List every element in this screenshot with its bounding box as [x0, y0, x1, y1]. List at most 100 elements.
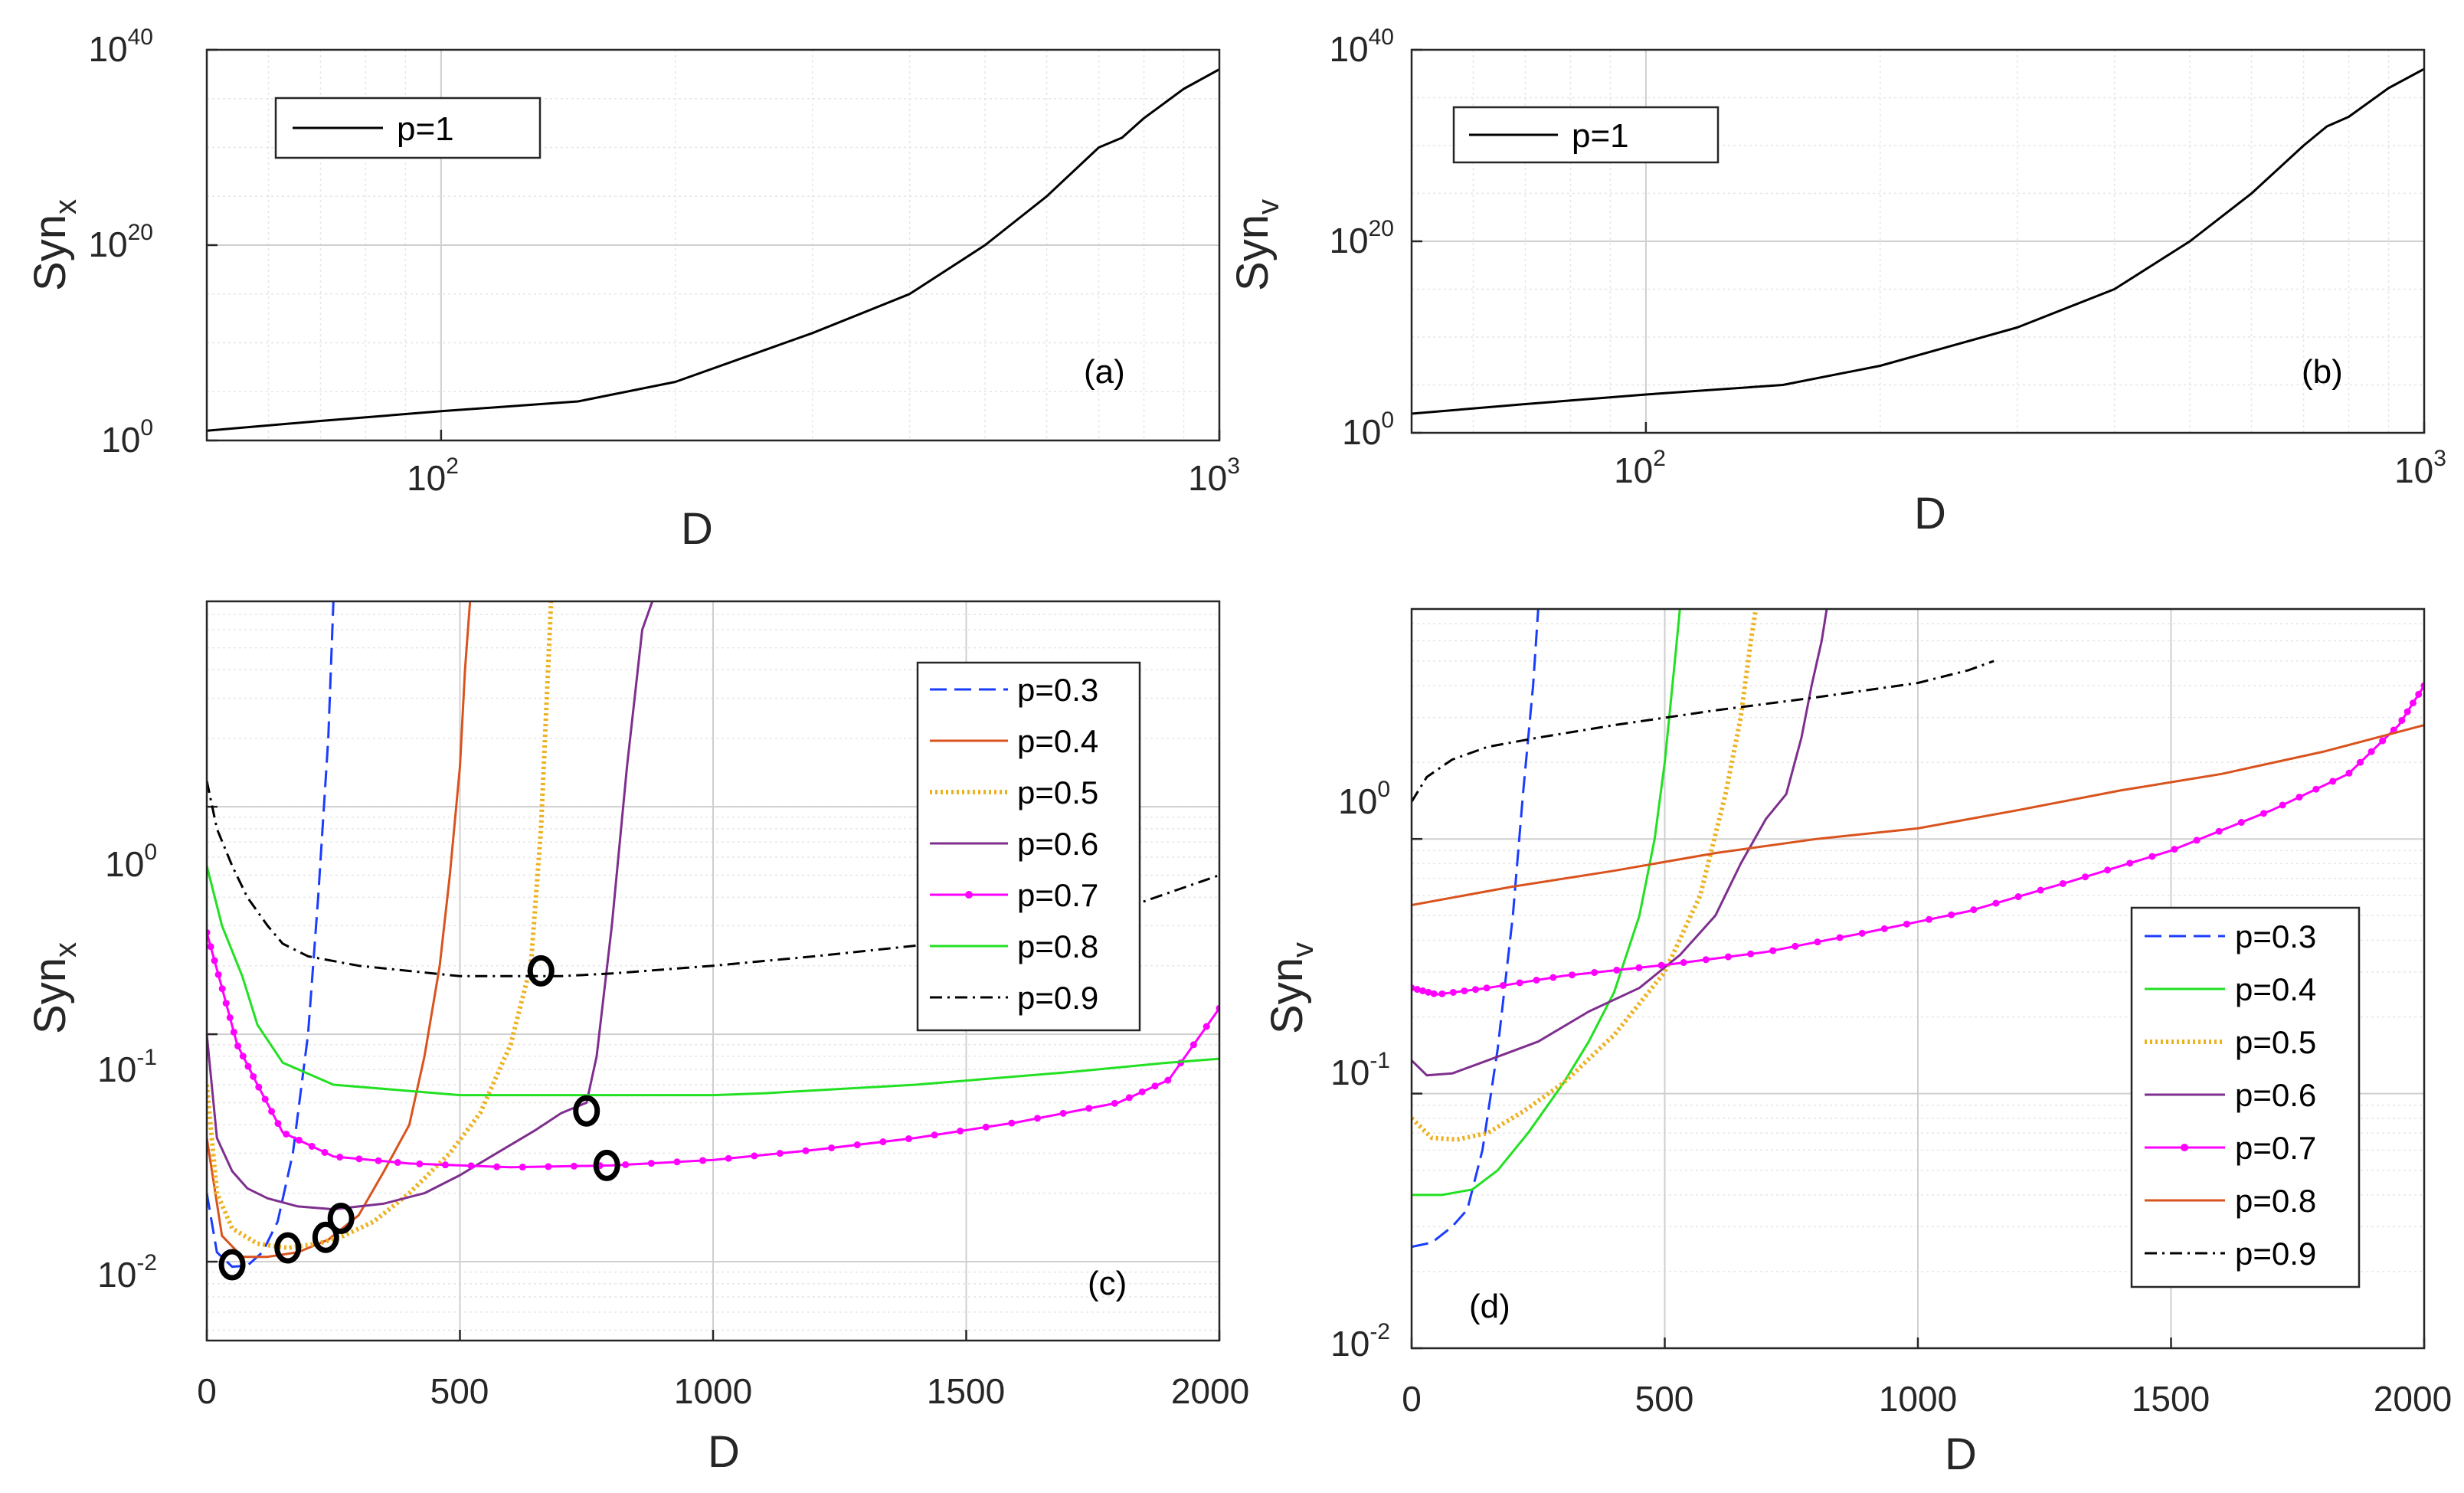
panel-a: 100 1020 1040 102 103 D Synx p=1 (a)	[25, 25, 1240, 554]
series-point	[622, 1161, 630, 1168]
y-axis-label: Synv	[1262, 942, 1320, 1034]
legend-label: p=0.4	[1017, 723, 1098, 759]
x-tick-label: 2000	[2374, 1379, 2452, 1419]
series-point	[1903, 920, 1910, 928]
highlight-marker	[274, 1232, 302, 1264]
y-axis-label: Synx	[25, 199, 83, 291]
x-axis-label: D	[681, 504, 713, 554]
series-point	[2379, 737, 2387, 745]
series-point	[1533, 977, 1540, 984]
series-point	[751, 1152, 758, 1160]
series-point	[1516, 979, 1523, 987]
series-point	[1203, 1023, 1210, 1030]
x-axis-label: D	[708, 1427, 740, 1477]
panel-label: (b)	[2302, 353, 2343, 391]
series-point	[828, 1144, 836, 1151]
legend: p=1	[274, 97, 542, 159]
highlight-marker	[327, 1203, 355, 1235]
series-point	[207, 943, 214, 951]
y-tick-label: 1040	[88, 25, 153, 69]
series-point	[2171, 846, 2178, 853]
panel-c: 10-2 10-1 100 0 500 1000 1500 2000 D Syn…	[25, 600, 1249, 1477]
y-tick-label: 100	[1342, 408, 1394, 452]
series-point	[673, 1158, 681, 1166]
series-point	[2409, 699, 2417, 707]
legend-box	[2130, 906, 2361, 1288]
series-line-p=0.3	[207, 601, 335, 1269]
series-point	[441, 1161, 449, 1169]
series-point	[226, 1013, 234, 1021]
series-line-p=0.6	[1412, 609, 1828, 1077]
series-point	[244, 1062, 252, 1070]
legend-label: p=0.5	[1017, 774, 1098, 810]
series-line-p=0.5	[207, 601, 554, 1250]
panel-label: (a)	[1084, 353, 1125, 391]
x-tick-label: 1000	[1879, 1379, 1957, 1419]
y-tick-label: 100	[1338, 777, 1390, 821]
series-line-p=1	[207, 68, 1219, 432]
x-tick-label: 0	[1402, 1379, 1422, 1419]
series-point	[1125, 1094, 1133, 1102]
axes-box	[1410, 48, 2426, 434]
series-point	[2367, 748, 2375, 755]
legend-label: p=0.3	[2235, 918, 2316, 954]
x-tick-label: 102	[1614, 446, 1666, 490]
series-point	[905, 1135, 912, 1143]
series-point	[1499, 981, 1507, 989]
x-tick-label: 500	[430, 1371, 489, 1411]
highlight-marker	[593, 1149, 620, 1181]
series-point	[1792, 942, 1799, 950]
y-axis-label: Synx	[25, 942, 83, 1034]
legend-label: p=1	[1572, 117, 1629, 155]
series-point	[1461, 987, 1468, 995]
series-point	[1138, 1088, 1146, 1095]
legend-marker	[2181, 1144, 2188, 1151]
series-line-p=0.8	[207, 865, 1219, 1097]
plot-lines	[207, 601, 1219, 1269]
highlight-marker	[312, 1221, 339, 1253]
panel-label: (c)	[1088, 1265, 1127, 1302]
y-tick-label: 10-1	[1330, 1048, 1390, 1092]
series-point	[493, 1163, 501, 1170]
x-tick-label: 102	[407, 453, 459, 498]
y-tick-label: 100	[105, 840, 157, 884]
series-point	[2215, 827, 2223, 835]
series-point	[1992, 899, 2000, 907]
legend-label: p=0.5	[2235, 1024, 2316, 1060]
series-point	[776, 1150, 784, 1157]
series-point	[214, 971, 222, 978]
series-point	[218, 985, 226, 993]
series-line-p=0.9	[1412, 660, 1994, 803]
series-point	[1591, 969, 1598, 977]
series-point	[2295, 794, 2303, 801]
series-point	[1747, 950, 1755, 958]
series-point	[2126, 859, 2134, 867]
series-point	[355, 1155, 363, 1163]
series-point	[2357, 758, 2364, 766]
series-line-p=0.8	[1412, 724, 2424, 906]
series-line-p=1	[1412, 67, 2424, 415]
series-point	[222, 1000, 230, 1007]
series-point	[1836, 934, 1844, 941]
series-point	[1724, 953, 1732, 961]
legend: p=0.3 p=0.4 p=0.5 p=0.6 p=0.7 p=0.8 p=0.…	[916, 661, 1141, 1032]
series-point	[2279, 801, 2286, 809]
series-point	[1880, 925, 1888, 932]
series-point	[1438, 990, 1446, 997]
series-point	[1657, 961, 1665, 969]
series-line-p=0.5	[1412, 609, 1759, 1142]
legend-label: p=0.7	[2235, 1130, 2316, 1166]
series-point	[1769, 947, 1777, 954]
series-point	[2329, 778, 2337, 785]
series-point	[2259, 810, 2267, 817]
series-point	[1033, 1115, 1041, 1122]
series-point	[1008, 1119, 1016, 1127]
series-point	[1449, 988, 1457, 996]
series-point	[239, 1053, 247, 1060]
y-tick-label: 1020	[88, 220, 153, 264]
series-point	[1430, 990, 1438, 997]
series-point	[982, 1123, 990, 1131]
x-tick-label: 1500	[2132, 1379, 2210, 1419]
x-tick-label: 2000	[1171, 1371, 1249, 1411]
